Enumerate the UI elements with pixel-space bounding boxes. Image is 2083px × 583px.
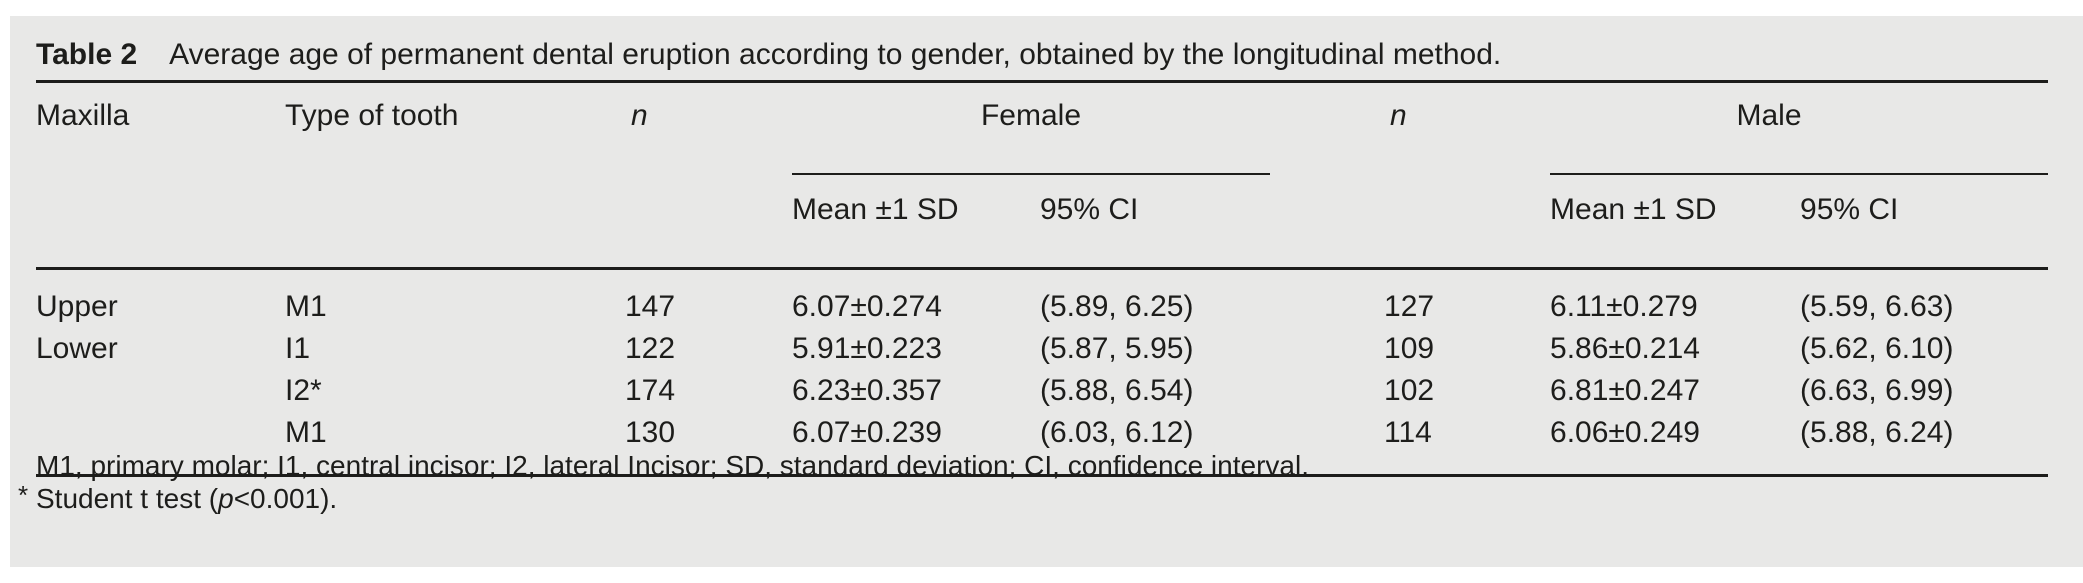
cell-female-ci: (5.87, 5.95) (1040, 332, 1194, 365)
cell-maxilla: Lower (36, 332, 118, 365)
table-caption: Average age of permanent dental eruption… (169, 38, 1502, 71)
table-row-lower-i1: Lower I1 122 5.91±0.223 (5.87, 5.95) 109… (36, 328, 2048, 370)
cell-male-ci: (5.62, 6.10) (1800, 332, 1954, 365)
cell-female-mean-sd: 6.23±0.357 (792, 374, 942, 407)
column-header-male-mean-sd: Mean ±1 SD (1550, 175, 1801, 270)
cell-male-ci: (5.59, 6.63) (1800, 290, 1954, 323)
footnote-significance: * Student t test (p<0.001). (18, 480, 338, 515)
column-header-maxilla: Maxilla (36, 99, 130, 132)
cell-maxilla (36, 370, 285, 412)
column-header-female-mean-sd: Mean ±1 SD (792, 175, 1040, 270)
cell-male-mean-sd: 6.11±0.279 (1550, 290, 1698, 323)
header-spacer (625, 175, 792, 270)
eruption-age-table: Maxilla Type of tooth n Female n Male Me… (36, 80, 2049, 477)
header-spacer (1384, 175, 1551, 270)
cell-tooth: M1 (285, 416, 327, 449)
cell-female-n: 147 (625, 290, 676, 323)
table-row-upper-m1: Upper M1 147 6.07±0.274 (5.89, 6.25) 127… (36, 286, 2048, 328)
header-spacer (36, 175, 285, 270)
table-row-m1: M1 130 6.07±0.239 (6.03, 6.12) 114 6.06±… (36, 412, 2048, 454)
column-header-n-female: n (631, 99, 648, 132)
table-number: Table 2 (36, 38, 138, 71)
column-header-male-ci: 95% CI (1800, 175, 2049, 270)
male-group-underline (1550, 173, 2049, 175)
cell-tooth: I2* (285, 374, 322, 407)
cell-female-ci: (5.89, 6.25) (1040, 290, 1194, 323)
cell-female-mean-sd: 6.07±0.239 (792, 416, 942, 449)
column-header-n-male: n (1390, 99, 1407, 132)
p-value-symbol: p (218, 483, 234, 514)
cell-tooth: I1 (285, 332, 311, 365)
spacer-row (36, 269, 2048, 287)
footnote-significance-text: Student t test ( (36, 483, 219, 514)
cell-male-ci: (6.63, 6.99) (1800, 374, 1954, 407)
female-group-header: Female (792, 82, 1384, 175)
asterisk-marker: * (18, 480, 29, 510)
column-header-type-of-tooth: Type of tooth (285, 99, 459, 132)
cell-male-n: 109 (1384, 332, 1435, 365)
cell-male-mean-sd: 6.06±0.249 (1550, 416, 1700, 449)
female-group-underline (792, 173, 1271, 175)
cell-maxilla (36, 412, 285, 454)
cell-female-ci: (6.03, 6.12) (1040, 416, 1194, 449)
cell-female-mean-sd: 6.07±0.274 (792, 290, 942, 323)
cell-male-n: 114 (1384, 416, 1432, 449)
cell-male-mean-sd: 6.81±0.247 (1550, 374, 1700, 407)
cell-maxilla: Upper (36, 290, 118, 323)
cell-female-n: 174 (625, 374, 676, 407)
cell-male-n: 127 (1384, 290, 1435, 323)
male-group-label: Male (1736, 99, 1802, 132)
footnote-significance-tail: <0.001). (233, 483, 338, 514)
male-group-header: Male (1550, 82, 2049, 175)
cell-male-mean-sd: 5.86±0.214 (1550, 332, 1700, 365)
female-group-label: Female (980, 99, 1082, 132)
cell-female-n: 130 (625, 416, 676, 449)
cell-female-n: 122 (625, 332, 676, 365)
table-title: Table 2 Average age of permanent dental e… (36, 38, 1501, 72)
cell-female-ci: (5.88, 6.54) (1040, 374, 1194, 407)
footnote-abbreviations: M1, primary molar; I1, central incisor; … (36, 450, 1309, 481)
cell-male-ci: (5.88, 6.24) (1800, 416, 1954, 449)
table-panel: Table 2 Average age of permanent dental e… (10, 16, 2083, 567)
header-spacer (285, 175, 625, 270)
column-header-female-ci: 95% CI (1040, 175, 1385, 270)
cell-female-mean-sd: 5.91±0.223 (792, 332, 942, 365)
table-row-i2: I2* 174 6.23±0.357 (5.88, 6.54) 102 6.81… (36, 370, 2048, 412)
cell-tooth: M1 (285, 290, 327, 323)
cell-male-n: 102 (1384, 374, 1435, 407)
